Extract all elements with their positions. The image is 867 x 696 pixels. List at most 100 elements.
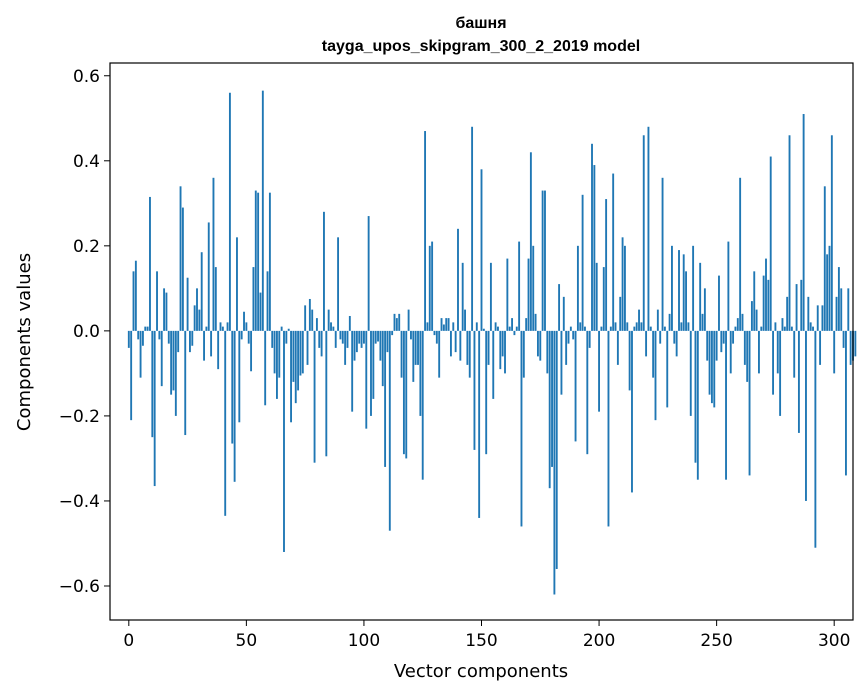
bar-299 [830,135,833,331]
bar-192 [579,322,582,331]
bar-234 [678,250,680,331]
bar-150 [480,169,483,331]
bar-261 [741,313,744,331]
bar-181 [553,330,556,595]
x-tick-label: 100 [348,631,380,651]
bar-46 [236,237,238,331]
bar-26 [189,330,191,353]
bar-152 [485,330,488,455]
bar-8 [146,326,149,331]
bar-291 [812,326,814,331]
bar-264 [748,330,751,476]
bar-78 [311,309,314,331]
bar-177 [544,190,546,331]
bar-67 [285,330,288,344]
bar-227 [661,177,664,331]
bar-68 [287,328,290,331]
bar-307 [849,330,852,365]
y-axis-ticks: −0.6 −0.4 −0.2 0.0 0.2 0.4 0.6 [59,67,110,597]
bar-118 [405,330,408,459]
bar-51 [247,330,250,344]
bar-60 [268,192,271,331]
bar-106 [377,330,379,342]
bar-30 [198,309,201,331]
bar-81 [318,330,321,348]
bar-191 [576,245,579,331]
bar-260 [739,177,742,331]
bar-176 [541,190,544,331]
bar-265 [750,301,753,331]
bar-127 [426,322,429,331]
bar-12 [156,271,158,331]
bar-1 [130,330,133,421]
bar-274 [772,330,774,395]
bar-279 [783,326,786,331]
bar-130 [433,330,436,336]
bar-169 [525,318,528,331]
bar-188 [569,326,572,331]
bar-250 [715,330,718,361]
bar-45 [233,330,236,482]
bar-62 [273,330,276,374]
bar-216 [635,322,638,331]
bar-136 [447,318,450,331]
bar-120 [410,330,412,340]
bar-184 [560,330,563,395]
bar-153 [487,330,490,365]
bar-9 [149,196,151,331]
bar-59 [266,271,269,331]
bar-213 [628,330,631,391]
bar-267 [755,309,758,331]
bar-217 [638,309,640,331]
bar-25 [186,277,189,331]
bar-105 [374,330,377,344]
bar-134 [442,324,445,331]
bar-4 [137,330,140,340]
bar-0 [127,330,130,348]
bar-64 [278,330,281,378]
bar-94 [348,315,351,331]
bar-164 [513,330,516,336]
bar-38 [217,330,220,370]
bar-287 [802,114,805,331]
bar-220 [645,330,648,357]
bar-300 [833,330,836,374]
bar-126 [424,131,427,331]
bar-91 [341,330,344,344]
bar-229 [666,330,669,408]
bar-143 [464,309,466,331]
bar-73 [299,330,302,376]
bar-196 [588,330,591,348]
bar-231 [671,245,673,331]
bar-283 [793,330,796,378]
bar-190 [574,330,577,442]
bar-294 [819,330,822,365]
bar-85 [327,309,330,331]
bar-29 [196,288,198,331]
bar-271 [765,258,767,331]
bar-241 [694,330,697,463]
bar-223 [652,330,655,378]
bar-42 [226,322,229,331]
bar-280 [786,296,789,331]
bar-72 [297,330,300,391]
bar-256 [729,330,732,374]
bar-139 [454,330,457,353]
bar-96 [353,330,356,361]
bar-263 [746,330,749,382]
y-axis-label: Components values [14,253,35,431]
bar-272 [767,279,770,331]
bar-133 [440,318,443,331]
bar-258 [734,326,737,331]
bar-147 [473,330,476,450]
bar-141 [459,330,462,361]
bar-17 [167,330,170,344]
bar-180 [551,330,553,467]
bar-95 [351,330,354,412]
bar-151 [482,328,485,331]
bar-202 [602,267,605,331]
bar-238 [687,322,690,331]
bar-145 [468,330,471,378]
bar-104 [372,330,375,399]
bar-236 [682,254,685,331]
